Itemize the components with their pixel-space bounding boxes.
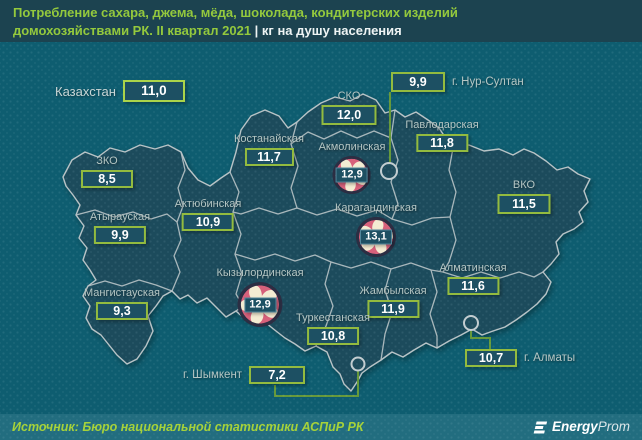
marker-nur-sultan	[380, 162, 398, 180]
energyprom-logo: EnergyProm	[533, 418, 630, 436]
page-title: Потребление сахара, джема, мёда, шоколад…	[13, 5, 458, 38]
city-label-almaty: г. Алматы	[524, 352, 576, 364]
value-badge-kazakhstan: 11,0	[122, 80, 185, 102]
value-badge-nur-sultan: 9,9	[391, 72, 445, 92]
value-badge-kyzylordinskaya: 12,9	[244, 297, 276, 312]
callout-aktyubinskaya: Актюбинская 10,9	[174, 198, 242, 231]
title-separator: |	[254, 23, 262, 38]
value-badge-mangistauskaya: 9,3	[96, 302, 148, 320]
country-outline	[62, 93, 591, 392]
region-label-kazakhstan: Казахстан	[55, 83, 116, 99]
region-label-karagandinskaya: Карагандинская	[335, 202, 417, 214]
logo-text-light: Prom	[597, 419, 630, 434]
region-label-almatinskaya: Алматинская	[439, 262, 507, 274]
source-note: Источник: Бюро национальной статистики А…	[12, 420, 364, 434]
leader-lines	[274, 92, 491, 397]
value-badge-zhambylskaya: 11,9	[367, 300, 419, 318]
region-label-kostanayskaya: Костанайская	[233, 133, 305, 145]
city-label-shymkent: г. Шымкент	[183, 369, 243, 381]
value-badge-pavlodarskaya: 11,8	[415, 134, 468, 152]
callout-shymkent: г. Шымкент 7,2	[183, 366, 306, 384]
callout-mangistauskaya: Мангистауская 9,3	[84, 287, 160, 320]
callout-almaty: 10,7 г. Алматы	[465, 349, 575, 367]
value-badge-vko: 11,5	[497, 194, 551, 214]
value-badge-sko: 12,0	[321, 105, 377, 125]
city-label-nur-sultan: г. Нур-Султан	[452, 76, 524, 88]
value-badge-akmolinskaya: 12,9	[335, 167, 368, 183]
callout-almatinskaya: Алматинская 11,6	[439, 262, 507, 295]
marker-almaty	[463, 315, 479, 331]
city-markers	[350, 162, 479, 372]
value-badge-shymkent: 7,2	[249, 366, 306, 384]
region-label-pavlodarskaya: Павлодарская	[405, 119, 479, 131]
region-label-zhambylskaya: Жамбылская	[359, 285, 427, 297]
value-badge-atyrauskaya: 9,9	[94, 226, 146, 244]
region-label-zko: ЗКО	[96, 155, 118, 167]
value-badge-turkestanskaya: 10,8	[306, 327, 359, 345]
callout-vko: ВКО 11,5	[497, 179, 551, 214]
callout-nur-sultan: 9,9 г. Нур-Султан	[391, 72, 524, 92]
region-label-mangistauskaya: Мангистауская	[83, 287, 161, 299]
value-badge-almatinskaya: 11,6	[447, 277, 499, 295]
callout-pavlodarskaya: Павлодарская 11,8	[405, 119, 479, 152]
footer-bar: Источник: Бюро национальной статистики А…	[0, 414, 642, 440]
callout-kyzylordinskaya: Кызылординская 12,9	[216, 267, 304, 328]
region-label-akmolinskaya: Акмолинская	[318, 141, 386, 153]
title-bar: Потребление сахара, джема, мёда, шоколад…	[0, 0, 642, 42]
value-badge-aktyubinskaya: 10,9	[182, 213, 234, 231]
value-badge-karagandinskaya: 13,1	[360, 229, 392, 245]
callout-akmolinskaya: Акмолинская 12,9	[318, 141, 386, 195]
region-label-vko: ВКО	[512, 179, 536, 191]
region-label-turkestanskaya: Туркестанская	[296, 312, 370, 324]
region-label-kyzylordinskaya: Кызылординская	[216, 267, 304, 279]
callout-kazakhstan: Казахстан 11,0	[55, 80, 185, 102]
leader-almaty	[470, 331, 491, 349]
callout-zhambylskaya: Жамбылская 11,9	[359, 285, 427, 318]
energyprom-icon	[533, 421, 548, 433]
logo-text-bold: Energy	[551, 419, 598, 434]
callout-karagandinskaya: Карагандинская 13,1	[335, 202, 417, 258]
region-label-sko: СКО	[337, 90, 361, 102]
region-label-aktyubinskaya: Актюбинская	[174, 198, 242, 210]
callout-atyrauskaya: Атырауская 9,9	[90, 211, 150, 244]
callout-sko: СКО 12,0	[321, 90, 377, 125]
callout-turkestanskaya: Туркестанская 10,8	[296, 312, 370, 345]
title-unit: кг на душу населения	[261, 23, 402, 38]
callout-zko: ЗКО 8,5	[81, 155, 133, 188]
region-label-atyrauskaya: Атырауская	[89, 211, 151, 223]
callout-kostanayskaya: Костанайская 11,7	[234, 133, 304, 166]
marker-shymkent	[350, 356, 366, 372]
value-badge-almaty: 10,7	[465, 349, 517, 367]
value-badge-kostanayskaya: 11,7	[244, 148, 294, 166]
leader-shymkent	[274, 371, 359, 397]
value-badge-zko: 8,5	[81, 170, 133, 188]
